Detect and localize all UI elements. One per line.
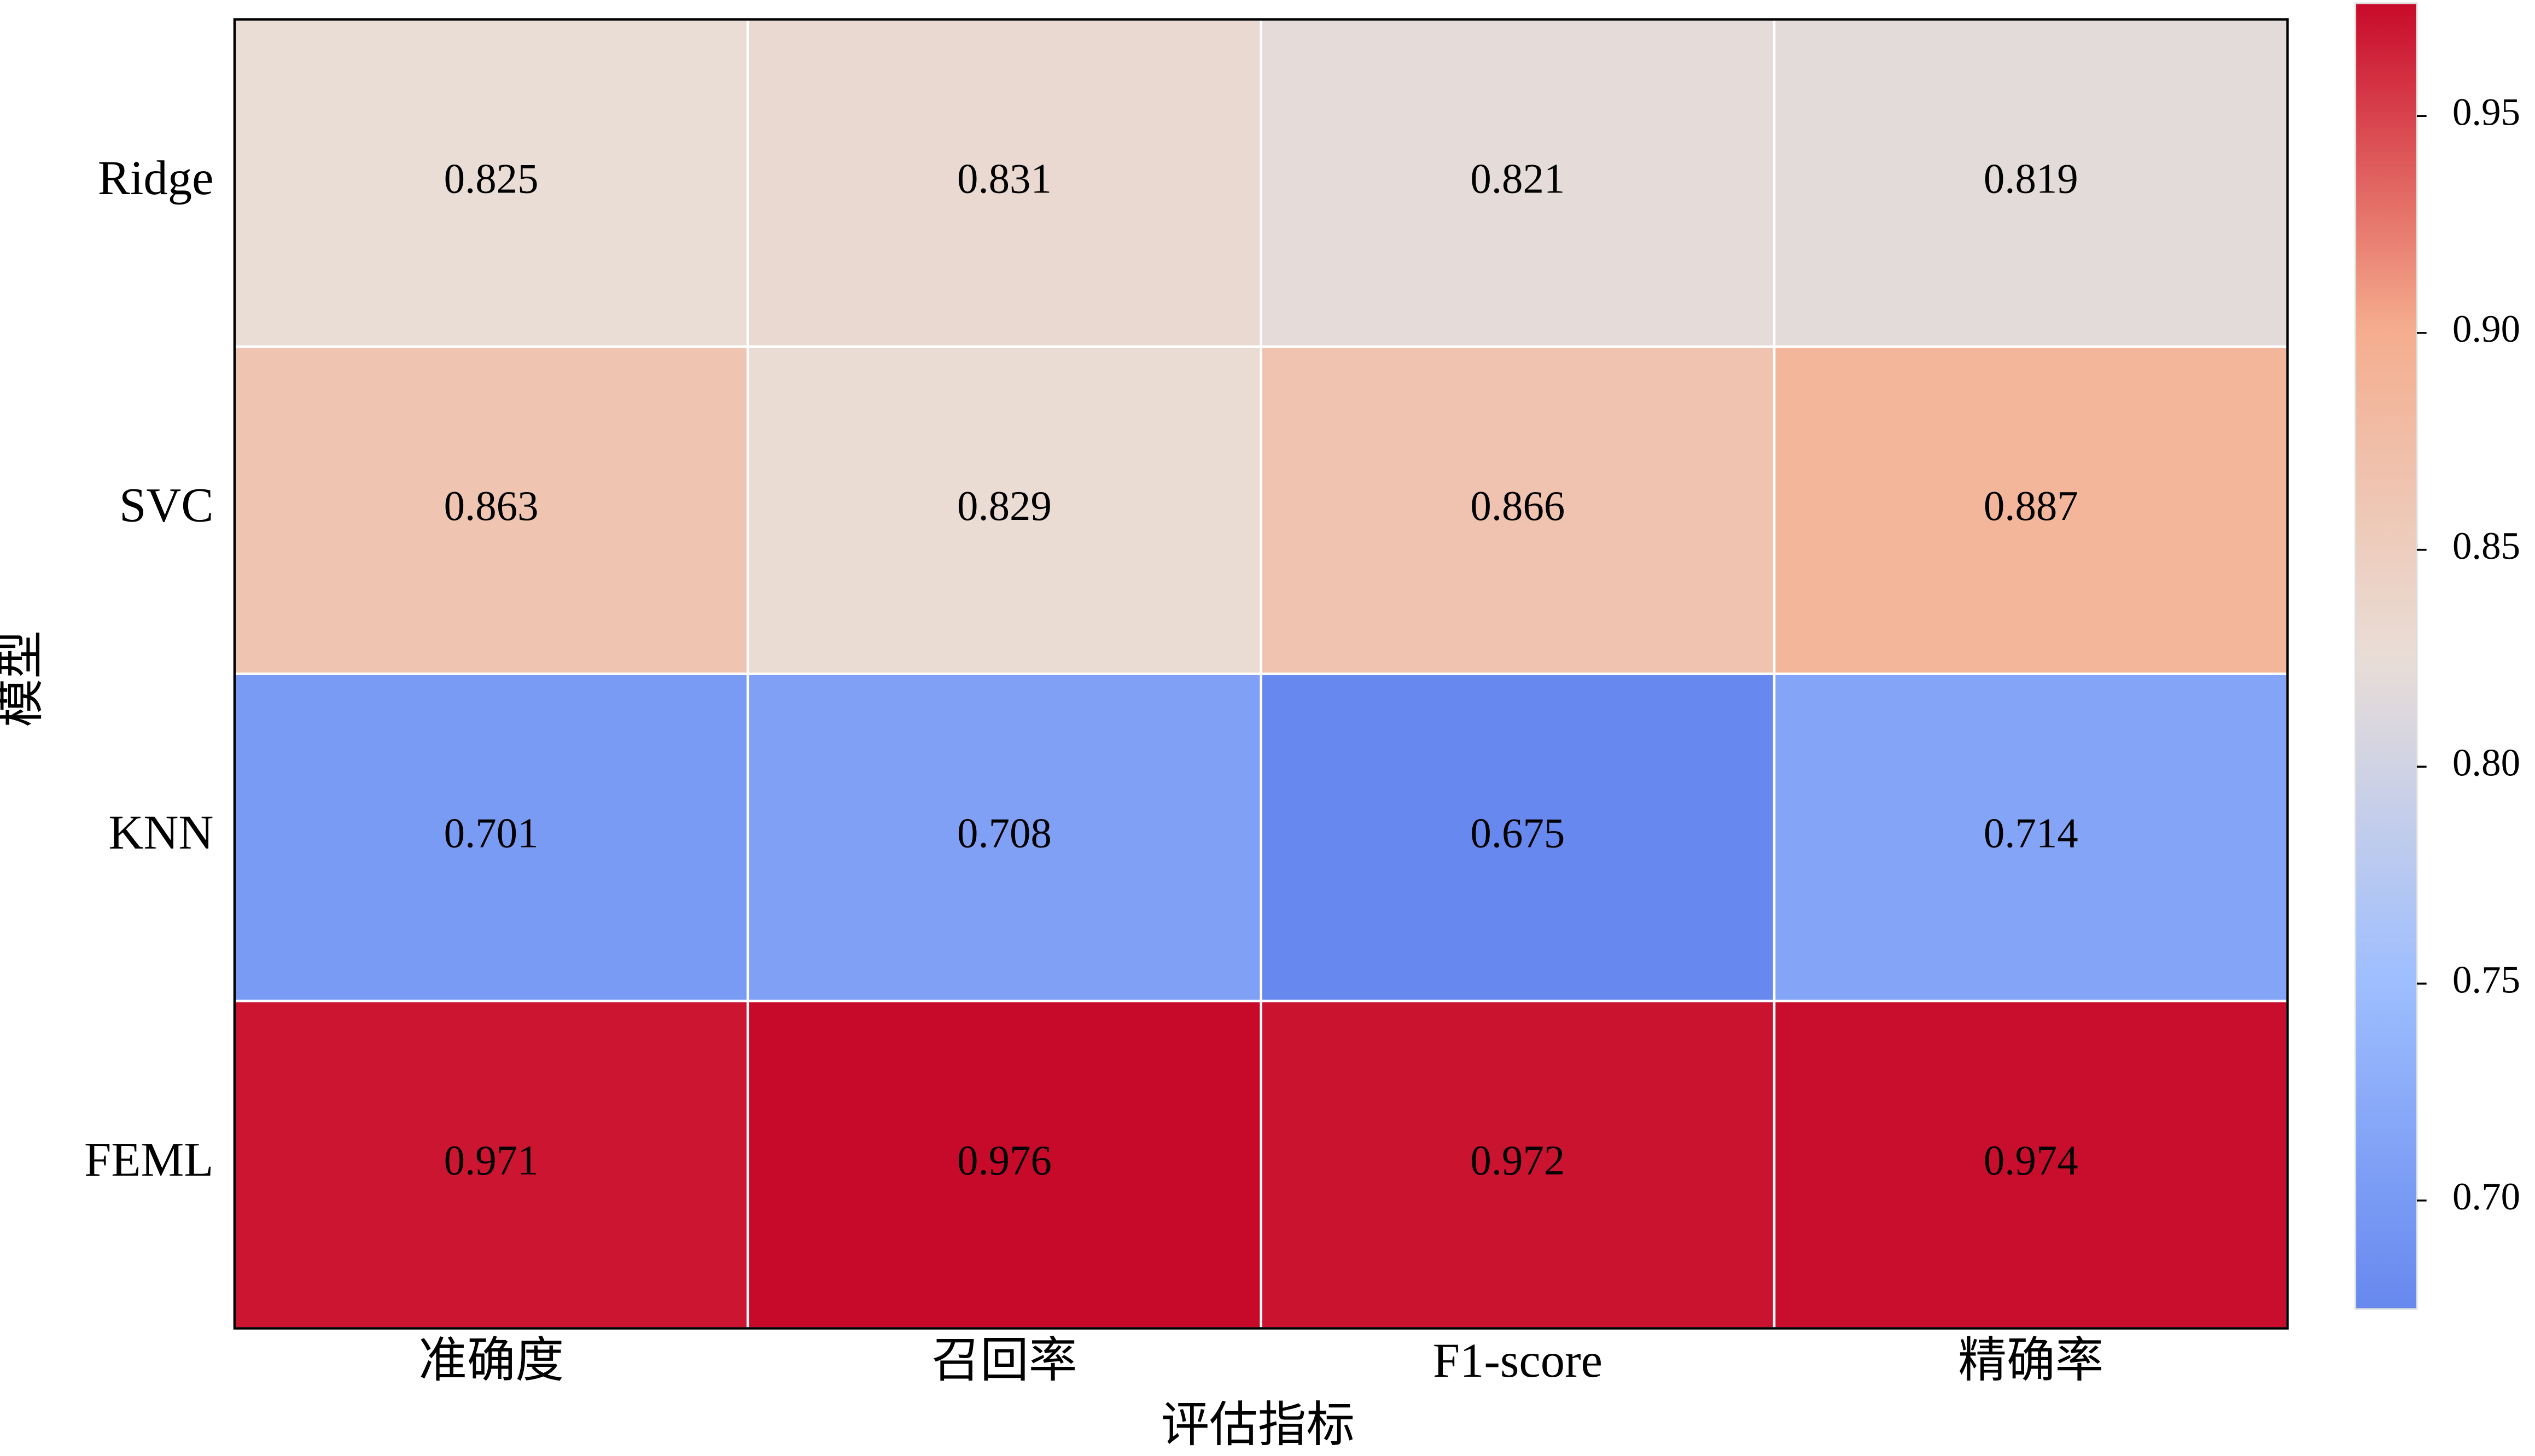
- x-tick-label: 准确度: [418, 1334, 564, 1388]
- heatmap-cell: [747, 18, 1262, 348]
- cell-value: 0.831: [957, 155, 1052, 202]
- heatmap-cell: [1773, 345, 2289, 675]
- y-axis-label: 模型: [0, 630, 48, 727]
- cell-value: 0.701: [444, 810, 539, 856]
- colorbar-tick-label: 0.95: [2452, 91, 2520, 133]
- plot-frame: [233, 18, 2289, 1330]
- heatmap-cell: [233, 18, 749, 348]
- cell-value: 0.829: [957, 483, 1052, 529]
- x-tick-label: 精确率: [1958, 1334, 2103, 1388]
- colorbar-tick-label: 0.90: [2452, 308, 2520, 350]
- x-tick-label: 召回率: [931, 1334, 1077, 1388]
- cell-value: 0.821: [1470, 155, 1565, 202]
- y-tick-label: FEML: [84, 1133, 213, 1187]
- cell-value: 0.971: [444, 1137, 539, 1184]
- heatmap-cell: [1260, 345, 1776, 675]
- heatmap-cell: [747, 999, 1262, 1330]
- colorbar-tick-label: 0.80: [2452, 742, 2520, 785]
- y-tick-label: KNN: [108, 806, 213, 859]
- colorbar: [2355, 2, 2418, 1310]
- cell-value: 0.714: [1984, 810, 2078, 856]
- y-tick-label: Ridge: [98, 151, 214, 205]
- heatmap-cell: [747, 345, 1262, 675]
- cell-value: 0.675: [1470, 810, 1565, 856]
- heatmap-cell: [1773, 673, 2289, 1003]
- x-tick-label: F1-score: [1433, 1334, 1602, 1388]
- cell-value: 0.976: [957, 1137, 1052, 1184]
- colorbar-tick-label: 0.75: [2452, 958, 2520, 1001]
- heatmap-cell: [1773, 999, 2289, 1330]
- cell-value: 0.972: [1470, 1137, 1565, 1184]
- heatmap-cell: [1260, 999, 1776, 1330]
- heatmap-cell: [747, 673, 1262, 1003]
- cell-value: 0.825: [444, 155, 539, 202]
- heatmap-cell: [233, 999, 749, 1330]
- x-axis-label: 评估指标: [1161, 1399, 1355, 1452]
- cell-value: 0.863: [444, 483, 539, 529]
- colorbar-tick-label: 0.85: [2452, 525, 2520, 568]
- heatmap-cell: [233, 345, 749, 675]
- colorbar-tick-label: 0.70: [2452, 1176, 2520, 1218]
- cell-value: 0.708: [957, 810, 1052, 856]
- heatmap-cell: [1773, 18, 2289, 348]
- cell-value: 0.819: [1984, 155, 2078, 202]
- y-tick-label: SVC: [119, 479, 213, 533]
- cell-value: 0.974: [1984, 1137, 2078, 1184]
- cell-value: 0.887: [1984, 483, 2078, 529]
- cell-value: 0.866: [1470, 483, 1565, 529]
